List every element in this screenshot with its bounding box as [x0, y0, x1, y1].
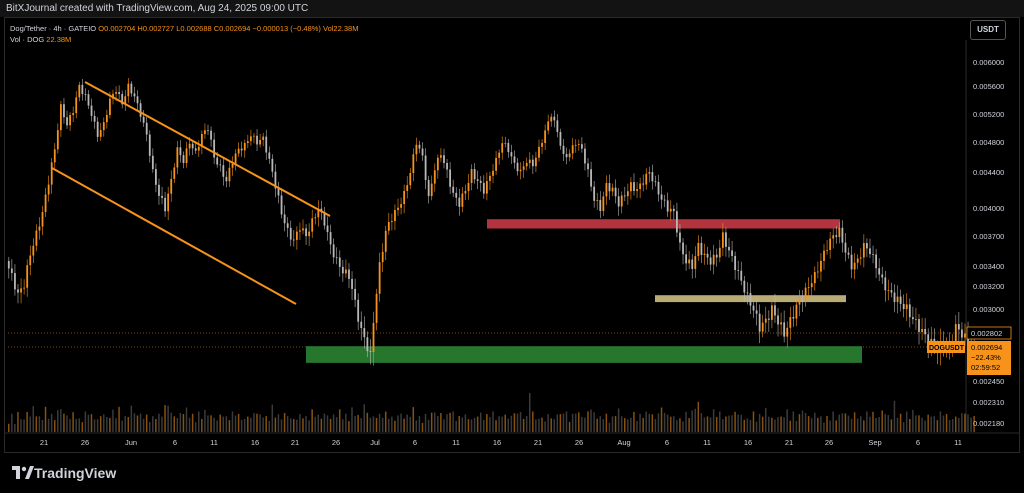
attribution-text: BitXJournal created with TradingView.com… — [6, 3, 309, 14]
volume-value: 22.38M — [46, 35, 72, 44]
volume-legend: Vol · DOG 22.38M — [10, 35, 71, 44]
currency-button[interactable]: USDT — [970, 20, 1006, 40]
ohlc-values: O0.002704 H0.002727 L0.002688 C0.002694 … — [98, 24, 359, 33]
brand-name: TradingView — [34, 465, 117, 481]
tradingview-logo-icon — [12, 466, 34, 479]
symbol-title[interactable]: Dog/Tether · 4h · GATEIO — [10, 24, 97, 33]
attribution-bar: BitXJournal created with TradingView.com… — [0, 0, 1024, 17]
volume-title[interactable]: Vol · DOG — [10, 35, 45, 44]
symbol-legend: Dog/Tether · 4h · GATEIO O0.002704 H0.00… — [10, 24, 358, 33]
chart-panel[interactable] — [4, 17, 1020, 453]
